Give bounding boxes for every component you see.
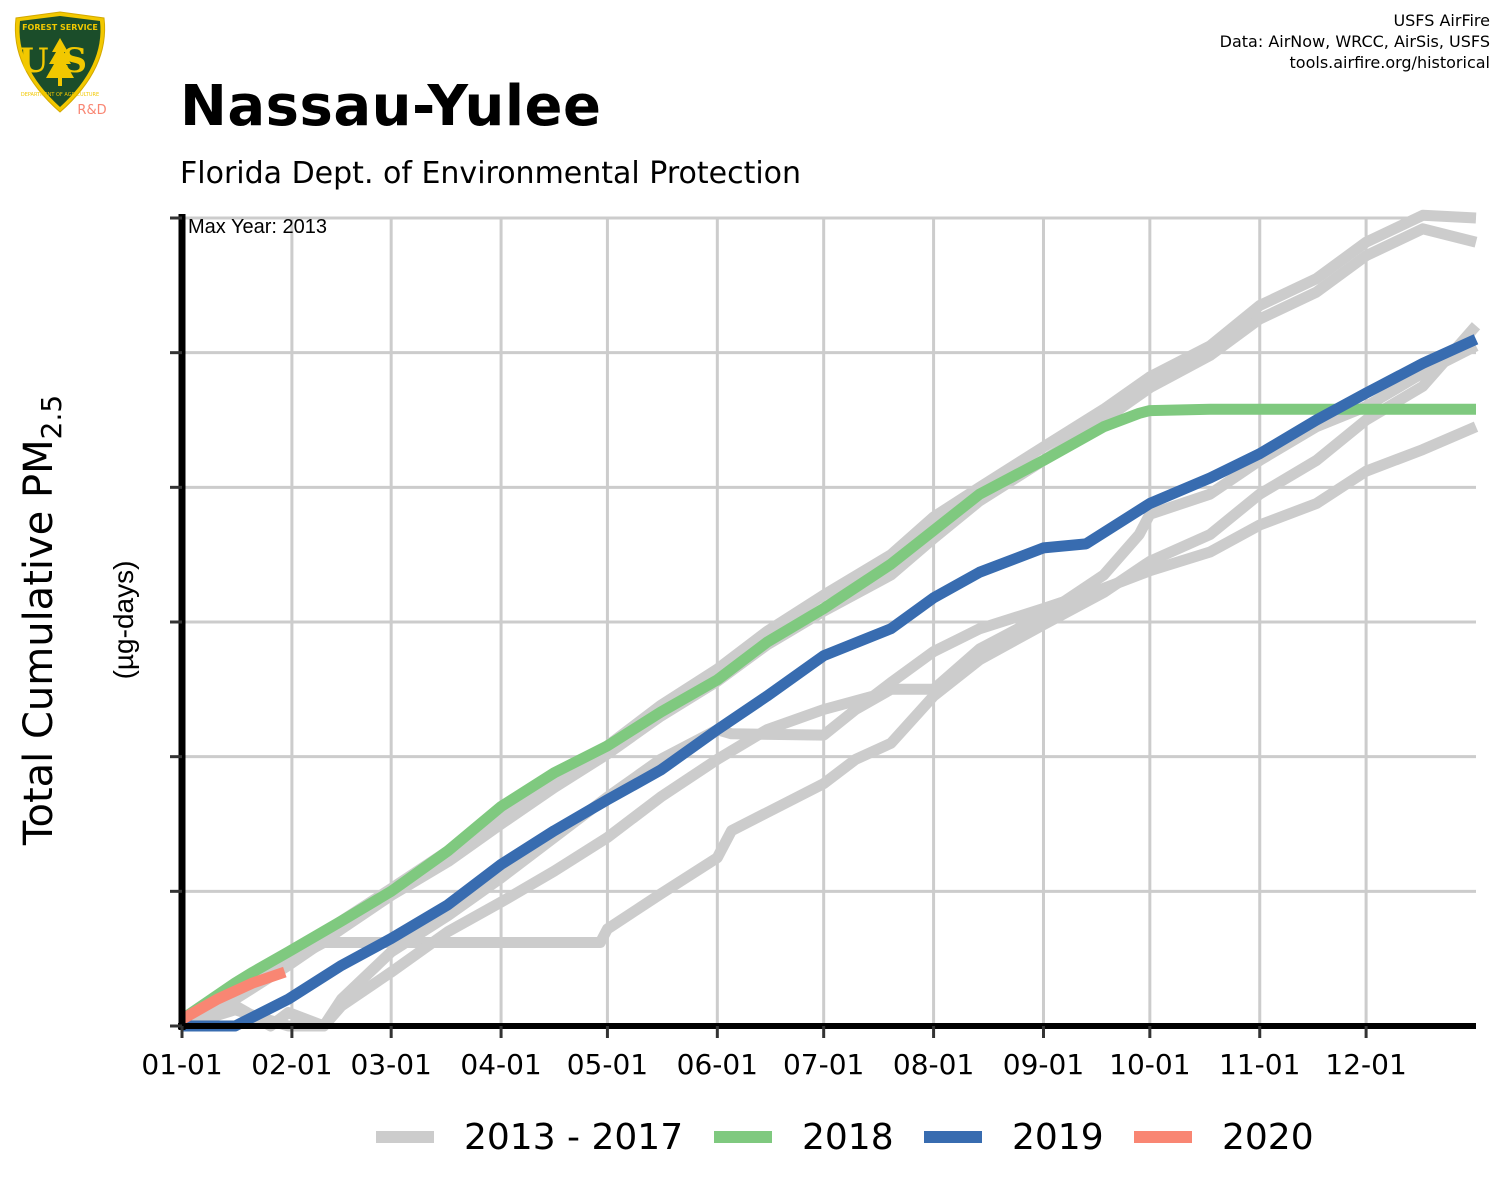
- x-tick-label-11-01: 11-01: [1219, 1048, 1300, 1081]
- series-line-2013-2017-2: [179, 322, 1481, 1031]
- legend-item-2019: 2019: [924, 1112, 1104, 1162]
- legend-label: 2019: [1012, 1116, 1104, 1158]
- legend-item-2013-2017: 2013 - 2017: [376, 1112, 683, 1162]
- forest-service-logo: FOREST SERVICE US DEPARTMENT OF AGRICULT…: [14, 11, 107, 118]
- x-tick-label-09-01: 09-01: [1003, 1048, 1084, 1081]
- credits: USFS AirFire Data: AirNow, WRCC, AirSis,…: [1220, 10, 1490, 73]
- chart-title: Nassau-Yulee: [180, 74, 602, 139]
- max-year-annotation: Max Year: 2013: [188, 216, 327, 238]
- logo-rd-tag: R&D: [77, 103, 106, 118]
- x-tick-label-12-01: 12-01: [1325, 1048, 1406, 1081]
- logo-top-text: FOREST SERVICE: [22, 23, 98, 32]
- series-line-2020-7: [179, 966, 287, 1025]
- legend: 2013 - 2017 2018 2019 2020: [0, 1112, 1500, 1162]
- x-tick-label-07-01: 07-01: [783, 1048, 864, 1081]
- x-tick-label-02-01: 02-01: [251, 1048, 332, 1081]
- x-tick-label-03-01: 03-01: [350, 1048, 431, 1081]
- credit-line-1: USFS AirFire: [1393, 11, 1490, 30]
- legend-label: 2013 - 2017: [464, 1116, 684, 1158]
- credit-line-2: Data: AirNow, WRCC, AirSis, USFS: [1219, 32, 1490, 51]
- legend-item-2020: 2020: [1134, 1112, 1314, 1162]
- logo-bottom-text: DEPARTMENT OF AGRICULTURE: [21, 92, 99, 98]
- x-tick-label-10-01: 10-01: [1109, 1048, 1190, 1081]
- series-lines: [178, 209, 1481, 1032]
- x-tick-label-04-01: 04-01: [460, 1048, 541, 1081]
- legend-swatch: [924, 1131, 982, 1143]
- axes: 01-01 02-01 03-01 04-01 05-01 06-01 07-01 08-01…: [141, 214, 1476, 1081]
- legend-label: 2020: [1222, 1116, 1314, 1158]
- credit-line-3: tools.airfire.org/historical: [1289, 53, 1490, 72]
- legend-item-2018: 2018: [714, 1112, 894, 1162]
- tree-icon: [46, 38, 74, 78]
- legend-label: 2018: [802, 1116, 894, 1158]
- series-line-2013-2017-4: [180, 421, 1479, 1032]
- x-tick-label-01-01: 01-01: [141, 1048, 222, 1081]
- grid: [182, 216, 1476, 1026]
- x-tick-label-06-01: 06-01: [677, 1048, 758, 1081]
- x-tick-label-05-01: 05-01: [567, 1048, 648, 1081]
- series-line-2019-6: [182, 334, 1479, 1032]
- legend-swatch: [714, 1131, 772, 1143]
- legend-swatch: [1134, 1131, 1192, 1143]
- series-line-2018-5: [178, 403, 1476, 1024]
- x-tick-label-08-01: 08-01: [893, 1048, 974, 1081]
- series-line-2013-2017-3: [180, 340, 1479, 1032]
- legend-swatch: [376, 1131, 434, 1143]
- chart-subtitle: Florida Dept. of Environmental Protectio…: [180, 156, 802, 191]
